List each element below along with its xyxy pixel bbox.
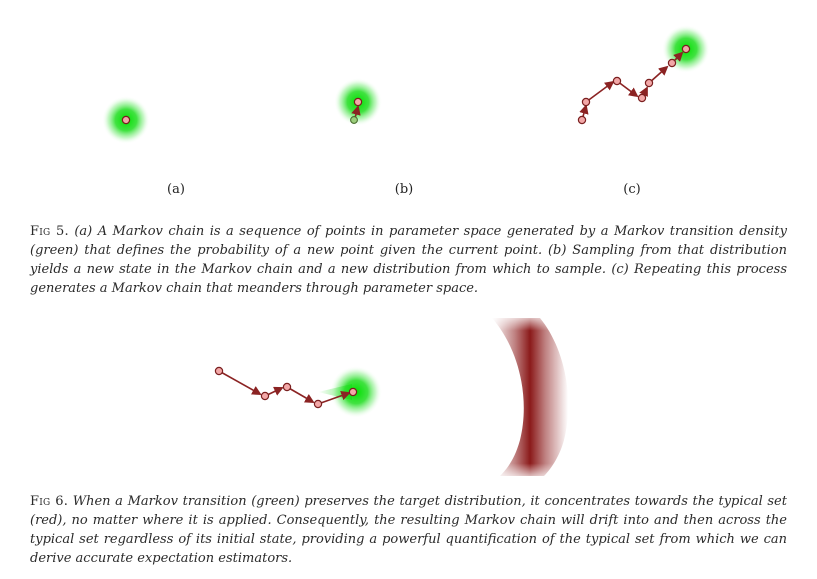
chain-point (348, 387, 358, 397)
chain-point (644, 78, 654, 88)
chain-step-arrow (317, 391, 351, 405)
chain-point (121, 115, 131, 125)
chain-point (612, 76, 622, 86)
figure6-chain (214, 366, 382, 418)
panel-c (577, 25, 710, 125)
figure5-caption-label: Fig 5. (30, 224, 69, 239)
chain-point (681, 44, 691, 54)
figure6-caption: Fig 6. When a Markov transition (green) … (30, 492, 787, 568)
chain-point (313, 399, 323, 409)
chain-point (282, 382, 292, 392)
typical-set-fade (486, 318, 570, 476)
chain-step-arrow (585, 80, 615, 103)
panel-label-c: (c) (623, 182, 640, 197)
panel-b (334, 78, 382, 126)
chain-point (577, 115, 587, 125)
panel-label-b: (b) (395, 182, 413, 197)
initial-point (350, 116, 358, 124)
chain-point (581, 97, 591, 107)
figure6-caption-text: When a Markov transition (green) preserv… (30, 494, 787, 566)
panel-a (102, 96, 150, 144)
chain-point (260, 391, 270, 401)
chain-point (214, 366, 224, 376)
new-point (353, 97, 363, 107)
typical-set (486, 318, 570, 476)
markov-chain (577, 44, 691, 125)
chain-step-arrow (351, 105, 361, 119)
chain-point (637, 93, 647, 103)
chain-step-arrow (286, 386, 315, 403)
panel-label-a: (a) (167, 182, 185, 197)
figure6-caption-label: Fig 6. (30, 494, 69, 509)
figure5-caption-text: (a) A Markov chain is a sequence of poin… (30, 224, 787, 296)
figure5-caption: Fig 5. (a) A Markov chain is a sequence … (30, 222, 787, 298)
chain-step-arrow (218, 370, 262, 395)
chain-point (667, 58, 677, 68)
